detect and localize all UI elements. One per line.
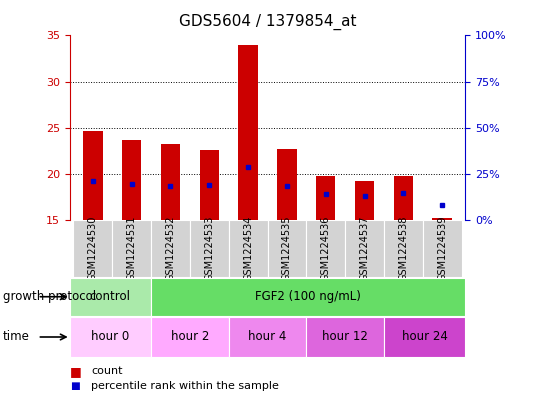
Text: GSM1224539: GSM1224539 (437, 216, 447, 281)
Text: GSM1224535: GSM1224535 (282, 216, 292, 281)
Text: GSM1224538: GSM1224538 (399, 216, 408, 281)
Text: hour 4: hour 4 (248, 331, 287, 343)
Text: GDS5604 / 1379854_at: GDS5604 / 1379854_at (179, 14, 356, 30)
Text: hour 12: hour 12 (322, 331, 368, 343)
Bar (190, 220, 228, 277)
Bar (355, 181, 374, 220)
Text: count: count (91, 366, 123, 376)
Text: percentile rank within the sample: percentile rank within the sample (91, 381, 279, 391)
Bar (228, 220, 268, 277)
Text: GSM1224536: GSM1224536 (320, 216, 331, 281)
Bar (307, 317, 384, 357)
Bar (73, 220, 112, 277)
Bar (151, 317, 228, 357)
Bar (151, 220, 190, 277)
Text: hour 2: hour 2 (171, 331, 209, 343)
Bar (268, 220, 307, 277)
Text: ■: ■ (70, 381, 79, 391)
Bar (122, 140, 141, 220)
Bar (200, 150, 219, 220)
Text: GSM1224537: GSM1224537 (360, 216, 370, 281)
Bar (151, 278, 465, 316)
Text: GSM1224531: GSM1224531 (127, 216, 136, 281)
Bar (228, 317, 307, 357)
Bar (384, 317, 465, 357)
Bar (423, 220, 462, 277)
Bar (316, 176, 335, 220)
Bar (432, 218, 452, 220)
Text: GSM1224532: GSM1224532 (165, 216, 175, 281)
Bar (345, 220, 384, 277)
Bar (384, 220, 423, 277)
Text: control: control (90, 290, 131, 303)
Text: hour 0: hour 0 (91, 331, 129, 343)
Text: time: time (3, 331, 29, 343)
Bar (277, 149, 296, 220)
Bar (112, 220, 151, 277)
Text: GSM1224534: GSM1224534 (243, 216, 253, 281)
Bar (307, 220, 345, 277)
Text: FGF2 (100 ng/mL): FGF2 (100 ng/mL) (255, 290, 361, 303)
Text: GSM1224533: GSM1224533 (204, 216, 215, 281)
Bar (160, 144, 180, 220)
Text: GSM1224530: GSM1224530 (88, 216, 98, 281)
Text: ■: ■ (70, 365, 81, 378)
Text: hour 24: hour 24 (402, 331, 448, 343)
Text: growth protocol: growth protocol (3, 290, 96, 303)
Bar (394, 176, 413, 220)
Bar (70, 317, 151, 357)
Bar (239, 44, 258, 220)
Bar (70, 278, 151, 316)
Bar (83, 131, 103, 220)
